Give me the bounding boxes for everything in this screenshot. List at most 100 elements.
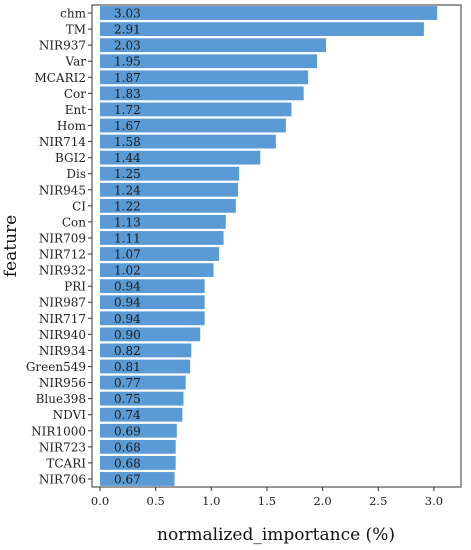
category-label-NIR706: NIR706 (39, 472, 86, 486)
value-label-Ent: 1.72 (114, 103, 141, 117)
bar-BGI2 (100, 150, 261, 165)
category-label-Ent: Ent (65, 103, 86, 117)
x-tick-label-2.0: 2.0 (313, 494, 331, 508)
bar-Con (100, 214, 226, 229)
bar-NIR717 (100, 311, 205, 326)
value-label-Con: 1.13 (114, 215, 141, 229)
bar-Hom (100, 118, 286, 133)
value-label-NIR937: 2.03 (114, 39, 141, 53)
value-label-NIR1000: 0.69 (114, 424, 141, 438)
value-label-NDVI: 0.74 (114, 408, 141, 422)
category-label-NIR987: NIR987 (39, 296, 86, 310)
category-label-Dis: Dis (66, 167, 86, 181)
bar-NIR723 (100, 439, 176, 454)
category-label-NIR714: NIR714 (39, 135, 87, 149)
bar-Var (100, 54, 318, 69)
category-label-CI: CI (72, 199, 86, 213)
bars-layer (100, 6, 438, 486)
category-label-Con: Con (62, 215, 86, 229)
value-label-NIR714: 1.58 (114, 135, 141, 149)
bar-Cor (100, 86, 304, 101)
x-tick-label-1.5: 1.5 (258, 494, 276, 508)
bar-PRI (100, 279, 205, 294)
x-axis-title: normalized_importance (%) (157, 525, 395, 545)
category-label-NIR723: NIR723 (39, 440, 86, 454)
category-label-NIR956: NIR956 (39, 376, 86, 390)
bar-Dis (100, 166, 240, 181)
bar-NIR934 (100, 343, 192, 358)
x-tick-label-0.0: 0.0 (91, 494, 109, 508)
value-label-PRI: 0.94 (114, 280, 141, 294)
bar-NDVI (100, 407, 183, 422)
category-label-TM: TM (66, 23, 86, 37)
x-tick-label-1.0: 1.0 (202, 494, 220, 508)
value-label-NIR956: 0.77 (114, 376, 141, 390)
value-label-CI: 1.22 (114, 199, 141, 213)
x-tick-label-3.0: 3.0 (425, 494, 443, 508)
bar-CI (100, 198, 236, 213)
value-labels-layer: 3.03 2.91 2.03 1.95 1.87 1.83 1.72 1.67 1.58 1.44… (114, 7, 141, 487)
value-label-NIR945: 1.24 (114, 183, 141, 197)
value-label-Green549: 0.81 (114, 360, 141, 374)
category-labels-layer: chm TM NIR937 Var MCARI2 Cor Ent Hom NIR714 BGI2 D… (26, 7, 92, 486)
bar-Blue398 (100, 391, 184, 406)
bar-NIR937 (100, 38, 326, 53)
value-label-NIR709: 1.11 (114, 231, 141, 245)
value-label-NIR934: 0.82 (114, 344, 141, 358)
bar-NIR712 (100, 247, 220, 261)
value-label-TCARI: 0.68 (114, 456, 141, 470)
value-label-NIR723: 0.68 (114, 440, 141, 454)
value-label-Hom: 1.67 (114, 119, 141, 133)
value-label-Cor: 1.83 (114, 87, 141, 101)
bar-MCARI2 (100, 70, 309, 85)
bar-NIR714 (100, 134, 276, 149)
x-ticks-layer: 0.0 0.5 1.0 1.5 2.0 2.5 3.0 (91, 487, 443, 508)
y-axis-title: feature (1, 215, 21, 277)
value-label-Dis: 1.25 (114, 167, 141, 181)
value-label-NIR706: 0.67 (114, 472, 141, 486)
category-label-BGI2: BGI2 (55, 151, 86, 165)
bar-NIR932 (100, 263, 214, 278)
category-label-NIR709: NIR709 (39, 231, 86, 245)
bar-NIR706 (100, 472, 175, 486)
value-label-Var: 1.95 (114, 55, 141, 69)
value-label-chm: 3.03 (114, 7, 141, 21)
value-label-NIR987: 0.94 (114, 296, 141, 310)
bar-Green549 (100, 359, 191, 374)
value-label-NIR712: 1.07 (114, 248, 141, 262)
bar-Ent (100, 102, 292, 117)
bar-NIR945 (100, 182, 239, 197)
category-label-NDVI: NDVI (53, 408, 87, 422)
category-label-NIR934: NIR934 (39, 344, 87, 358)
category-label-Green549: Green549 (26, 360, 86, 374)
value-label-MCARI2: 1.87 (114, 71, 141, 85)
bar-TCARI (100, 455, 176, 470)
bar-chm (100, 6, 438, 20)
bar-NIR940 (100, 327, 201, 342)
bar-NIR956 (100, 375, 186, 390)
plot-frame (91, 4, 462, 488)
category-label-NIR712: NIR712 (39, 248, 86, 262)
value-label-BGI2: 1.44 (114, 151, 141, 165)
bar-TM (100, 22, 424, 37)
value-label-NIR940: 0.90 (114, 328, 141, 342)
category-label-NIR937: NIR937 (39, 39, 86, 53)
category-label-NIR932: NIR932 (39, 264, 86, 278)
x-tick-label-2.5: 2.5 (369, 494, 387, 508)
value-label-NIR717: 0.94 (114, 312, 141, 326)
value-label-TM: 2.91 (114, 23, 141, 37)
category-label-MCARI2: MCARI2 (34, 71, 86, 85)
value-label-NIR932: 1.02 (114, 264, 141, 278)
category-label-PRI: PRI (64, 280, 86, 294)
bar-NIR987 (100, 295, 205, 310)
category-label-Blue398: Blue398 (36, 392, 86, 406)
category-label-chm: chm (60, 7, 86, 21)
bar-NIR1000 (100, 423, 177, 438)
category-label-Var: Var (65, 55, 87, 69)
category-label-TCARI: TCARI (46, 456, 86, 470)
category-label-Hom: Hom (57, 119, 87, 133)
category-label-NIR1000: NIR1000 (31, 424, 86, 438)
category-label-Cor: Cor (64, 87, 86, 101)
value-label-Blue398: 0.75 (114, 392, 141, 406)
